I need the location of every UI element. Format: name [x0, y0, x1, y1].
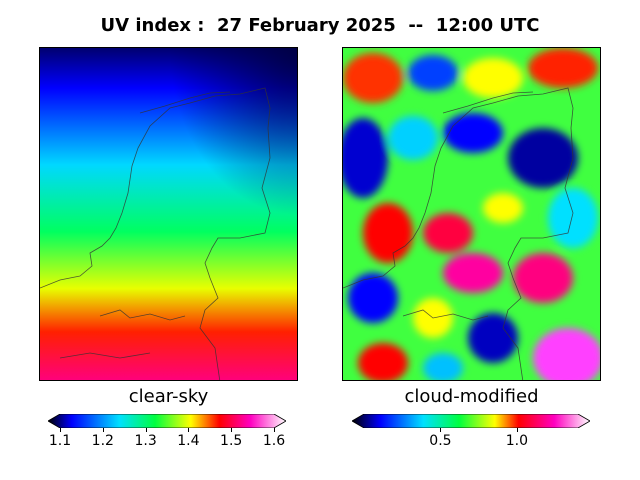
colorbar-tick-label: 1.2: [91, 433, 114, 449]
netherlands-coastline-right: [343, 87, 574, 380]
colorbar-tick-label: 1.3: [134, 433, 157, 449]
colorbar-tick-mark: [231, 428, 233, 432]
clear-sky-map: [39, 47, 298, 381]
cloud-modified-map: [342, 47, 601, 381]
colorbar-tick-mark: [102, 428, 104, 432]
colorbar-tick-label: 1.5: [220, 433, 243, 449]
clear-sky-label: clear-sky: [128, 386, 209, 407]
colorbar-tick-mark: [145, 428, 147, 432]
cloud-modified-label: cloud-modified: [404, 386, 539, 407]
cloud-modified-colorbar: [352, 414, 590, 428]
colorbar-tick-mark: [516, 428, 518, 432]
clear-sky-colorbar: [48, 414, 286, 428]
colorbar-tick-label: 1.4: [177, 433, 200, 449]
colorbar-tick-label: 1.1: [48, 433, 72, 449]
colorbar-tick-mark: [188, 428, 190, 432]
colorbar-tick-mark: [274, 428, 275, 432]
colorbar-tick-mark: [60, 428, 61, 432]
colorbar-tick-label: 1.0: [505, 433, 528, 449]
map-title: UV index : 27 February 2025 -- 12:00 UTC: [100, 15, 540, 36]
colorbar-tick-mark: [440, 428, 442, 432]
netherlands-coastline: [40, 87, 271, 380]
colorbar-tick-label: 0.5: [429, 433, 452, 449]
colorbar-tick-label: 1.6: [262, 433, 286, 449]
